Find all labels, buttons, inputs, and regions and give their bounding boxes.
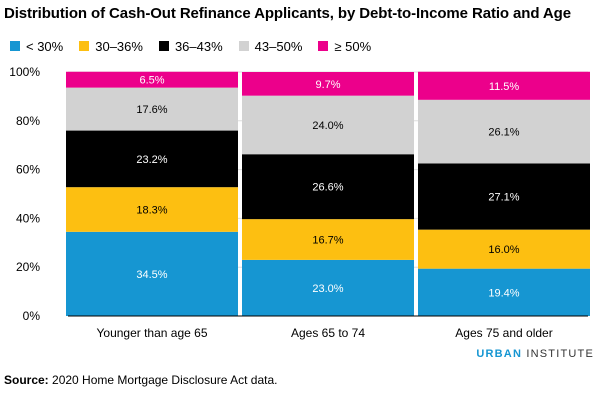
bar-segment xyxy=(242,259,414,316)
data-label: 11.5% xyxy=(489,81,520,93)
x-tick-label: Younger than age 65 xyxy=(97,326,208,340)
x-tick-label: Ages 65 to 74 xyxy=(291,326,365,340)
bar-segment xyxy=(418,71,590,100)
y-tick-label: 0% xyxy=(23,309,41,323)
data-label: 23.0% xyxy=(312,283,343,295)
bar-segment xyxy=(418,163,590,230)
legend-swatch-lt30 xyxy=(10,41,20,51)
bar-segment xyxy=(66,130,238,188)
data-label: 23.2% xyxy=(136,154,167,166)
bar-segment xyxy=(66,71,238,88)
data-label: 26.6% xyxy=(312,182,343,194)
data-label: 16.7% xyxy=(312,235,343,247)
data-label: 26.1% xyxy=(488,127,519,139)
source-note: Source: 2020 Home Mortgage Disclosure Ac… xyxy=(4,373,277,387)
source-text: 2020 Home Mortgage Disclosure Act data. xyxy=(48,373,278,387)
chart-legend: < 30% 30–36% 36–43% 43–50% ≥ 50% xyxy=(10,38,387,54)
bar-segment xyxy=(242,95,414,155)
legend-label-43-50: 43–50% xyxy=(254,38,303,54)
legend-swatch-43-50 xyxy=(238,41,249,51)
data-label: 19.4% xyxy=(488,287,519,299)
chart-title: Distribution of Cash-Out Refinance Appli… xyxy=(4,5,571,22)
bar-segment xyxy=(66,187,238,232)
y-tick-label: 40% xyxy=(16,211,40,225)
bar-segment xyxy=(242,154,414,220)
legend-item-43-50: 43–50% xyxy=(238,38,303,54)
legend-label-36-43: 36–43% xyxy=(174,38,223,54)
y-tick-label: 60% xyxy=(16,163,40,177)
data-label: 9.7% xyxy=(315,79,340,91)
bar-segment xyxy=(242,72,414,96)
bar-segment xyxy=(66,231,238,316)
data-label: 34.5% xyxy=(136,269,167,281)
y-tick-label: 100% xyxy=(9,65,40,79)
legend-item-lt30: < 30% xyxy=(10,39,63,54)
x-tick-label: Ages 75 and older xyxy=(455,326,552,340)
data-label: 24.0% xyxy=(312,120,343,132)
bar-segment xyxy=(66,87,238,131)
source-label: Source: xyxy=(4,373,49,387)
data-label: 17.6% xyxy=(136,104,167,116)
legend-item-gte50: ≥ 50% xyxy=(318,39,371,54)
legend-label-lt30: < 30% xyxy=(26,38,64,54)
y-tick-label: 20% xyxy=(16,260,40,274)
legend-label-gte50: ≥ 50% xyxy=(334,38,372,54)
data-label: 18.3% xyxy=(136,204,167,216)
bar-segment xyxy=(418,229,590,269)
legend-swatch-30-36 xyxy=(79,41,90,51)
bar-segment xyxy=(418,99,590,164)
bar-segment xyxy=(418,268,590,316)
legend-label-30-36: 30–36% xyxy=(95,38,143,54)
data-label: 27.1% xyxy=(488,192,519,204)
legend-item-36-43: 36–43% xyxy=(158,38,223,54)
bar-segment xyxy=(242,219,414,260)
data-label: 6.5% xyxy=(139,75,164,87)
legend-swatch-36-43 xyxy=(158,41,169,51)
data-label: 16.0% xyxy=(488,244,519,256)
y-tick-label: 80% xyxy=(16,114,40,128)
urban-institute-logo: URBAN INSTITUTE xyxy=(476,348,594,360)
legend-item-30-36: 30–36% xyxy=(79,39,143,54)
legend-swatch-gte50 xyxy=(318,41,329,51)
